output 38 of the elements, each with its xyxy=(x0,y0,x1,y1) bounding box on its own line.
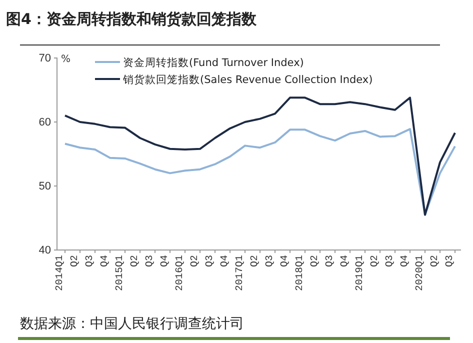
x-tick-label: Q3 xyxy=(265,255,276,268)
x-tick-label: Q2 xyxy=(310,255,321,268)
x-tick-label: Q4 xyxy=(400,255,411,268)
x-tick-label: Q2 xyxy=(130,255,141,268)
x-tick-label: Q4 xyxy=(340,255,351,268)
x-tick-label: 2016Q1 xyxy=(175,255,186,292)
x-tick-label: 2015Q1 xyxy=(115,255,126,292)
x-tick-label: 2019Q1 xyxy=(355,255,366,292)
x-tick-label: 2017Q1 xyxy=(235,255,246,292)
x-tick-label: Q3 xyxy=(445,255,456,268)
y-tick-label: 50 xyxy=(38,180,51,193)
y-tick-label: 70 xyxy=(38,52,51,65)
x-tick-label: Q4 xyxy=(220,255,231,268)
x-tick-label: 2020Q1 xyxy=(415,255,426,292)
x-tick-label: 2018Q1 xyxy=(295,255,306,292)
x-tick-label: Q2 xyxy=(430,255,441,268)
legend-label: 销货款回笼指数(Sales Revenue Collection Index) xyxy=(122,74,373,86)
x-tick-label: Q4 xyxy=(280,255,291,268)
x-tick-label: Q3 xyxy=(385,255,396,268)
x-tick-label: Q4 xyxy=(160,255,171,268)
x-tick-label: Q2 xyxy=(190,255,201,268)
y-axis-title: % xyxy=(61,54,71,65)
source-note: 数据来源：中国人民银行调查统计司 xyxy=(20,316,244,332)
x-tick-label: Q3 xyxy=(85,255,96,268)
x-tick-label: Q2 xyxy=(70,255,81,268)
x-tick-label: Q2 xyxy=(370,255,381,268)
legend-label: 资金周转指数(Fund Turnover Index) xyxy=(123,57,304,69)
line-series xyxy=(64,96,456,216)
chart-title: 图4：资金周转指数和销货款回笼指数 xyxy=(6,10,258,28)
y-tick-label: 40 xyxy=(38,244,51,257)
y-tick-label: 60 xyxy=(38,116,51,129)
x-tick-label: 2014Q1 xyxy=(55,255,66,292)
x-tick-label: Q3 xyxy=(325,255,336,268)
x-tick-label: Q3 xyxy=(205,255,216,268)
x-tick-label: Q2 xyxy=(250,255,261,268)
x-tick-label: Q4 xyxy=(100,255,111,268)
line-series xyxy=(64,128,456,216)
x-tick-label: Q3 xyxy=(145,255,156,268)
